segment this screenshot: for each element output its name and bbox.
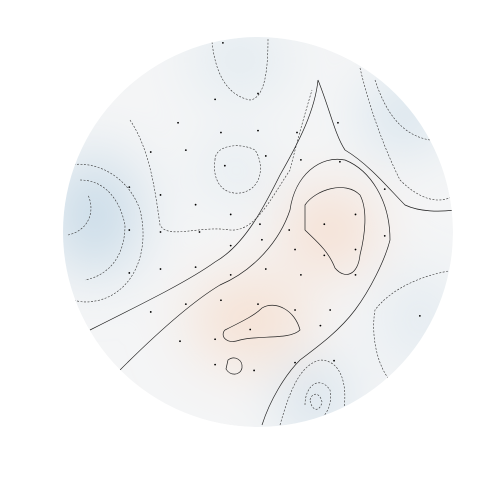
sensor	[249, 328, 252, 331]
sensor	[257, 92, 259, 95]
sensor	[222, 41, 224, 44]
sensor	[333, 359, 335, 362]
sensor	[214, 363, 217, 366]
sensor	[354, 248, 357, 251]
sensor	[294, 309, 296, 311]
sensor	[253, 369, 256, 372]
sensor	[296, 131, 298, 134]
sensor	[319, 324, 322, 327]
sensor	[159, 194, 162, 196]
sensor	[323, 254, 326, 257]
sensor	[294, 248, 296, 251]
sensor	[149, 151, 152, 153]
sensor	[259, 223, 261, 226]
sensor	[214, 338, 217, 341]
sensor	[339, 160, 341, 163]
sensor	[128, 229, 131, 231]
sensor	[257, 129, 259, 132]
sensor	[223, 164, 226, 167]
sensor	[198, 231, 201, 233]
sensor	[288, 229, 291, 231]
sensor	[214, 98, 217, 101]
sensor	[229, 213, 232, 216]
sensor	[329, 309, 332, 311]
sensor	[257, 303, 259, 306]
sensor	[337, 121, 339, 124]
sensor	[264, 155, 267, 157]
sensor	[383, 235, 386, 237]
sensor	[264, 268, 267, 270]
sensor	[184, 149, 187, 152]
sensor	[323, 223, 326, 226]
sensor	[149, 311, 152, 313]
sensor	[177, 121, 179, 124]
field	[63, 37, 453, 427]
sensor	[128, 272, 131, 274]
sensor	[300, 274, 302, 276]
sensor	[383, 188, 386, 191]
sensor	[159, 231, 162, 233]
sensor	[354, 213, 357, 216]
sensor	[229, 274, 232, 276]
sensor	[128, 186, 131, 189]
sensor	[194, 203, 197, 206]
sensor	[184, 303, 187, 306]
sensor	[220, 299, 222, 302]
sensor	[220, 131, 222, 134]
sensor	[229, 244, 232, 247]
sensor	[294, 361, 296, 364]
sensor	[300, 158, 302, 161]
sensor	[179, 340, 181, 343]
sensors	[128, 41, 421, 372]
sensor	[194, 266, 197, 268]
sensor	[418, 314, 421, 317]
sensor	[261, 238, 263, 241]
sensor	[354, 274, 357, 276]
sensor	[159, 268, 162, 270]
